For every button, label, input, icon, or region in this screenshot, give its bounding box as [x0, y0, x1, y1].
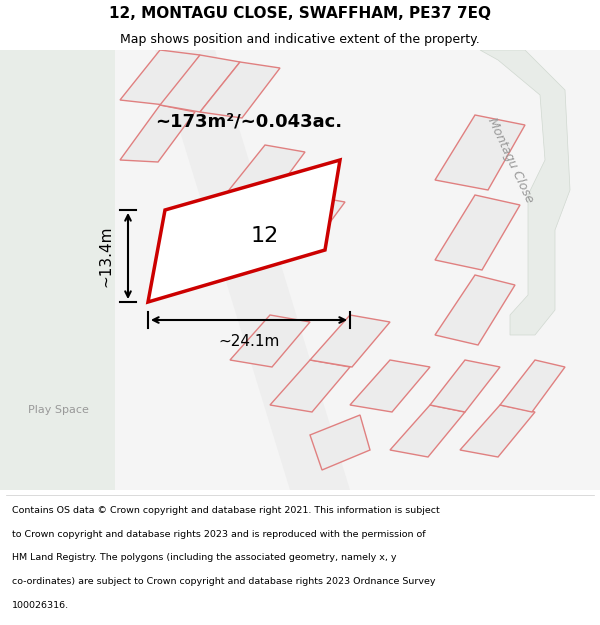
Polygon shape — [310, 415, 370, 470]
Text: 12, MONTAGU CLOSE, SWAFFHAM, PE37 7EQ: 12, MONTAGU CLOSE, SWAFFHAM, PE37 7EQ — [109, 6, 491, 21]
Text: 12: 12 — [250, 226, 278, 246]
Text: 100026316.: 100026316. — [12, 601, 69, 610]
Polygon shape — [200, 62, 280, 118]
Polygon shape — [120, 50, 200, 105]
Polygon shape — [270, 360, 350, 412]
Text: HM Land Registry. The polygons (including the associated geometry, namely x, y: HM Land Registry. The polygons (includin… — [12, 554, 397, 562]
Text: Map shows position and indicative extent of the property.: Map shows position and indicative extent… — [120, 32, 480, 46]
Polygon shape — [480, 50, 570, 335]
Polygon shape — [430, 360, 500, 412]
Text: ~13.4m: ~13.4m — [98, 225, 113, 287]
Polygon shape — [350, 360, 430, 412]
Polygon shape — [435, 275, 515, 345]
Polygon shape — [120, 105, 195, 162]
Text: ~24.1m: ~24.1m — [218, 334, 280, 349]
Bar — [0, 50, 115, 490]
Polygon shape — [155, 50, 350, 490]
Text: co-ordinates) are subject to Crown copyright and database rights 2023 Ordnance S: co-ordinates) are subject to Crown copyr… — [12, 577, 436, 586]
Polygon shape — [225, 195, 305, 252]
Polygon shape — [225, 145, 305, 202]
Polygon shape — [310, 315, 390, 367]
Polygon shape — [265, 195, 345, 252]
Polygon shape — [460, 405, 535, 457]
Polygon shape — [230, 315, 310, 367]
Text: Contains OS data © Crown copyright and database right 2021. This information is : Contains OS data © Crown copyright and d… — [12, 506, 440, 515]
Polygon shape — [160, 55, 240, 112]
Bar — [115, 50, 600, 490]
Polygon shape — [148, 160, 340, 302]
Polygon shape — [435, 115, 525, 190]
Text: ~173m²/~0.043ac.: ~173m²/~0.043ac. — [155, 113, 342, 131]
Polygon shape — [500, 360, 565, 412]
Polygon shape — [435, 195, 520, 270]
Text: to Crown copyright and database rights 2023 and is reproduced with the permissio: to Crown copyright and database rights 2… — [12, 530, 425, 539]
Polygon shape — [390, 405, 465, 457]
Text: Play Space: Play Space — [28, 405, 88, 415]
Text: Montagu Close: Montagu Close — [485, 115, 535, 205]
